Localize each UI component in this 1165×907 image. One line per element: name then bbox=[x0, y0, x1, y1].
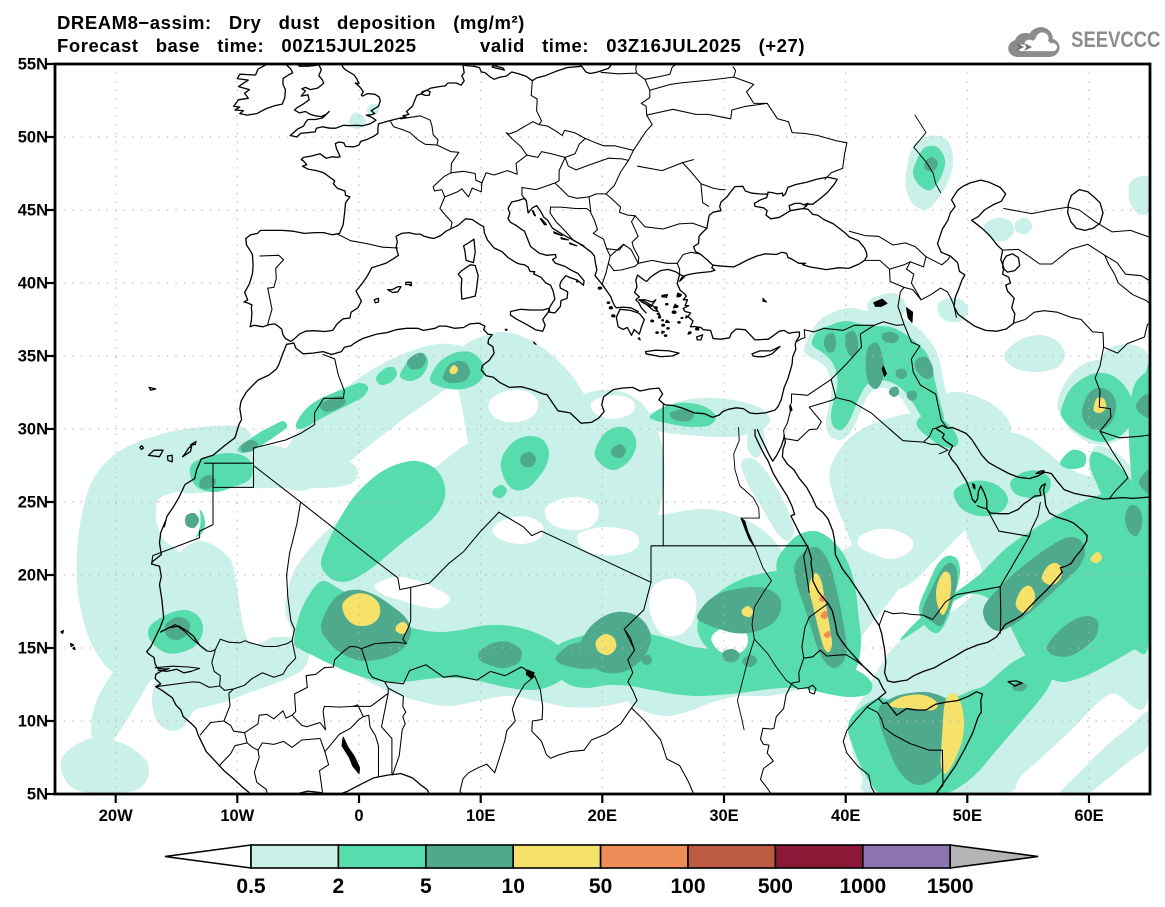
svg-text:1000: 1000 bbox=[839, 875, 886, 898]
svg-text:10E: 10E bbox=[466, 807, 495, 825]
svg-text:45N: 45N bbox=[18, 202, 48, 220]
svg-text:55N: 55N bbox=[18, 56, 48, 74]
svg-text:15N: 15N bbox=[18, 640, 48, 658]
svg-text:30E: 30E bbox=[709, 807, 738, 825]
svg-text:50: 50 bbox=[589, 875, 612, 898]
svg-text:500: 500 bbox=[758, 875, 793, 898]
svg-text:1500: 1500 bbox=[927, 875, 974, 898]
svg-text:2: 2 bbox=[333, 875, 345, 898]
svg-text:10N: 10N bbox=[18, 713, 48, 731]
svg-text:30N: 30N bbox=[18, 421, 48, 439]
svg-text:SEEVCCC: SEEVCCC bbox=[1071, 27, 1160, 52]
svg-text:100: 100 bbox=[670, 875, 705, 898]
svg-text:5N: 5N bbox=[27, 786, 48, 804]
svg-text:0.5: 0.5 bbox=[236, 875, 266, 898]
svg-text:35N: 35N bbox=[18, 348, 48, 366]
svg-text:0: 0 bbox=[354, 807, 363, 825]
svg-text:20W: 20W bbox=[99, 807, 133, 825]
svg-text:10: 10 bbox=[502, 875, 525, 898]
svg-text:40N: 40N bbox=[18, 275, 48, 293]
svg-text:valid time: 03Z16JUL2025 (+27): valid time: 03Z16JUL2025 (+27) bbox=[480, 35, 805, 56]
svg-text:50N: 50N bbox=[18, 129, 48, 147]
svg-text:40E: 40E bbox=[831, 807, 860, 825]
svg-text:50E: 50E bbox=[953, 807, 982, 825]
svg-text:20E: 20E bbox=[588, 807, 617, 825]
svg-text:25N: 25N bbox=[18, 494, 48, 512]
svg-text:60E: 60E bbox=[1074, 807, 1103, 825]
svg-text:10W: 10W bbox=[220, 807, 254, 825]
svg-text:DREAM8−assim: Dry dust deposit: DREAM8−assim: Dry dust deposition (mg/m²… bbox=[57, 12, 525, 33]
svg-text:Forecast base time: 00Z15JUL20: Forecast base time: 00Z15JUL2025 bbox=[57, 35, 417, 56]
svg-text:20N: 20N bbox=[18, 567, 48, 585]
svg-text:5: 5 bbox=[420, 875, 432, 898]
